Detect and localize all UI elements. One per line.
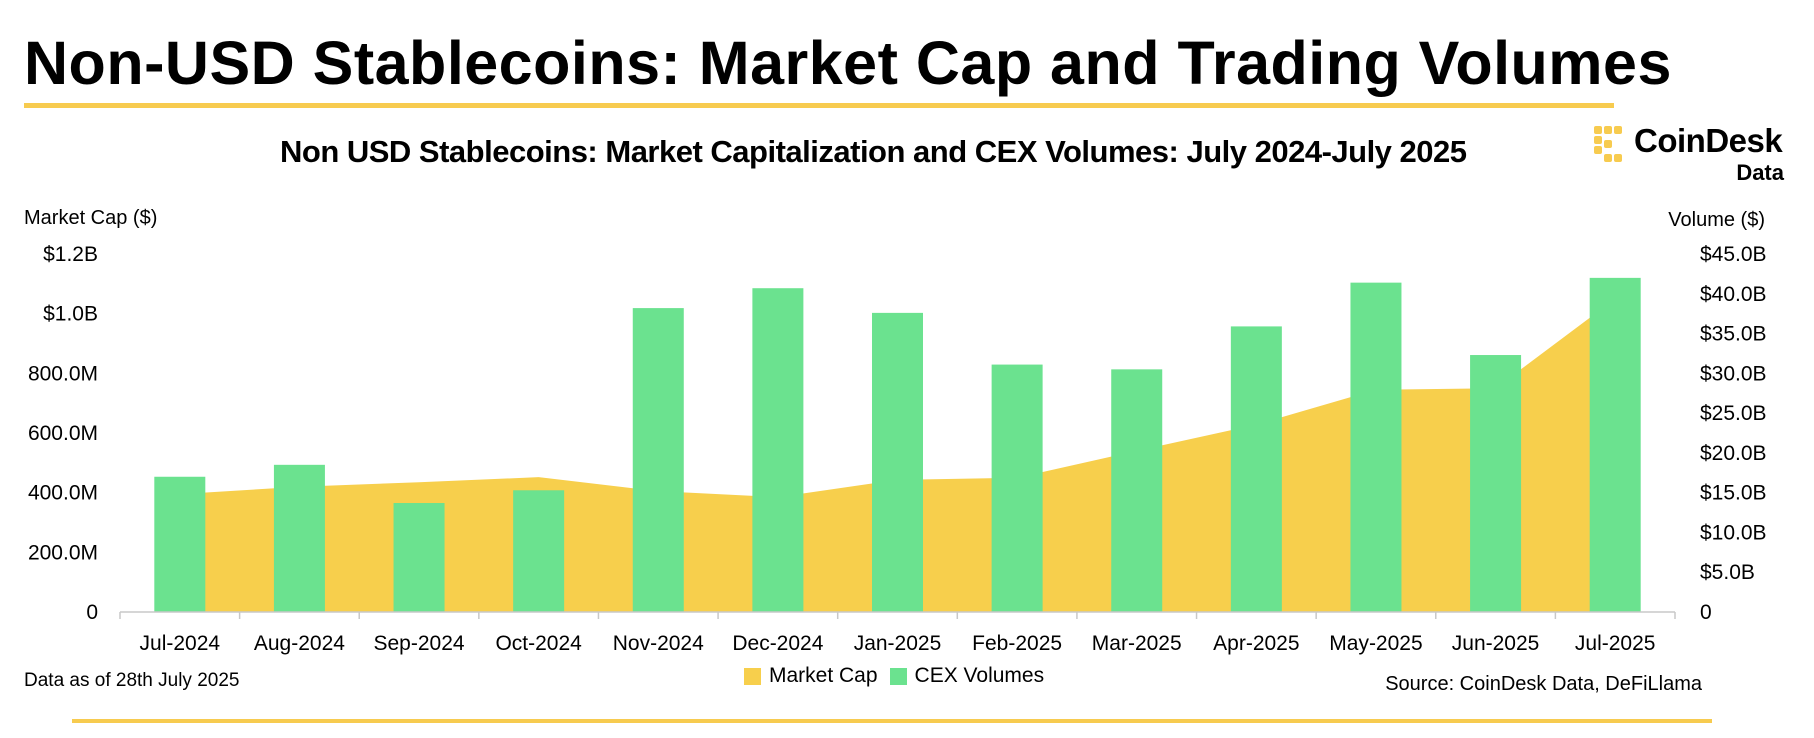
cex-volume-bar — [872, 312, 923, 612]
chart-legend: Market Cap CEX Volumes — [744, 664, 1056, 688]
x-tick-label: Dec-2024 — [732, 632, 823, 655]
y-axis-label: Market Cap ($) — [24, 207, 157, 229]
x-tick-label: Jun-2025 — [1452, 632, 1540, 655]
x-tick-label: Jan-2025 — [854, 632, 942, 655]
cex-volume-bar — [1470, 355, 1522, 612]
headline-underline — [24, 103, 1614, 108]
legend-label-cex-volumes: CEX Volumes — [914, 664, 1045, 687]
y2-axis-label: Volume ($) — [1668, 209, 1765, 231]
x-tick-label: Aug-2024 — [254, 632, 345, 655]
legend-swatch-market-cap — [744, 667, 761, 685]
x-tick-label: Sep-2024 — [373, 632, 464, 655]
legend-label-market-cap: Market Cap — [769, 664, 878, 687]
coindesk-logo-icon — [1594, 126, 1622, 162]
y-tick-label: 0 — [86, 601, 98, 624]
coindesk-logo: CoinDesk Data — [1592, 122, 1792, 186]
y-tick-label: 800.0M — [28, 362, 98, 385]
legend-item-market-cap: Market Cap — [744, 664, 878, 688]
legend-swatch-cex-volumes — [889, 667, 907, 685]
footer-rule — [72, 719, 1712, 723]
cex-volume-bar — [1589, 277, 1641, 612]
y-tick-label: 400.0M — [28, 482, 98, 505]
cex-volume-bar — [1111, 369, 1163, 612]
y-tick-label: 200.0M — [28, 541, 98, 564]
logo-subtitle: Data — [1736, 160, 1784, 185]
y2-tick-label: $15.0B — [1700, 482, 1767, 505]
y2-tick-label: $5.0B — [1700, 561, 1755, 584]
cex-volume-bar — [154, 476, 206, 612]
y2-tick-label: $25.0B — [1700, 402, 1767, 425]
cex-volume-bar — [273, 464, 325, 612]
x-tick-label: Nov-2024 — [613, 632, 704, 655]
cex-volume-bar — [393, 503, 445, 612]
y-tick-label: $1.2B — [43, 243, 98, 266]
x-tick-label: May-2025 — [1329, 632, 1422, 655]
cex-volume-bar — [991, 364, 1043, 612]
cex-volume-bar — [752, 288, 804, 612]
y-tick-label: 600.0M — [28, 422, 98, 445]
logo-wordmark: CoinDesk — [1634, 122, 1783, 159]
chart-title: Non USD Stablecoins: Market Capitalizati… — [280, 134, 1467, 169]
y2-tick-label: 0 — [1700, 601, 1712, 624]
y-tick-label: $1.0B — [43, 303, 98, 326]
x-tick-label: Apr-2025 — [1213, 632, 1299, 655]
x-tick-label: Feb-2025 — [972, 632, 1062, 655]
y2-tick-label: $45.0B — [1700, 243, 1767, 266]
y2-tick-label: $35.0B — [1700, 323, 1767, 346]
y2-tick-label: $10.0B — [1700, 521, 1767, 544]
source-note: Source: CoinDesk Data, DeFiLlama — [1385, 673, 1702, 695]
x-tick-label: Jul-2025 — [1575, 632, 1656, 655]
data-date-note: Data as of 28th July 2025 — [24, 670, 240, 691]
cex-volume-bar — [1350, 282, 1402, 612]
legend-item-cex-volumes: CEX Volumes — [889, 664, 1045, 688]
x-tick-label: Mar-2025 — [1092, 632, 1182, 655]
y2-tick-label: $30.0B — [1700, 362, 1767, 385]
cex-volume-bar — [513, 490, 565, 612]
cex-volume-bar — [632, 308, 684, 612]
page-headline: Non-USD Stablecoins: Market Cap and Trad… — [24, 29, 1672, 97]
y2-tick-label: $20.0B — [1700, 442, 1767, 465]
x-tick-label: Jul-2024 — [140, 632, 221, 655]
x-tick-label: Oct-2024 — [495, 632, 582, 655]
y2-tick-label: $40.0B — [1700, 283, 1767, 306]
cex-volume-bar — [1230, 326, 1282, 612]
